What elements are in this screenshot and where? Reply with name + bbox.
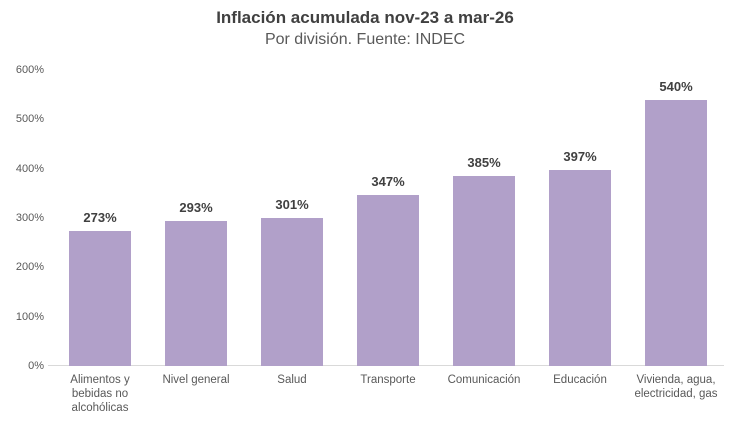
bar [69, 231, 131, 366]
y-axis-tick-label: 300% [15, 212, 44, 224]
bar-slot: 397% Educación [532, 70, 628, 386]
y-axis-tick-label: 600% [15, 64, 44, 76]
bar-slot: 540% Vivienda, agua, electricidad, gas [628, 70, 724, 400]
x-axis-label: Nivel general [162, 374, 230, 386]
y-axis-tick-label: 400% [15, 162, 44, 175]
bar-slot: 273% Alimentos y bebidas no alcohólicas [52, 70, 148, 414]
bar [261, 217, 323, 366]
bar-value-label: 540% [659, 78, 693, 94]
x-axis-label: Transporte [360, 374, 416, 386]
bar-slot: 293% Nivel general [148, 70, 244, 386]
x-axis-label: Comunicación [447, 374, 521, 386]
bar-value-label: 301% [275, 196, 309, 212]
y-axis-tick-label: 100% [15, 310, 44, 323]
y-axis-tick-label: 200% [15, 261, 44, 274]
plot-area: 0% 100% 200% 300% 400% 500% 600% 273% Alimentos … [16, 64, 724, 414]
x-axis-label: Educación [553, 374, 607, 386]
bar-value-label: 273% [83, 210, 117, 226]
chart-subtitle: Por división. Fuente: INDEC [264, 31, 466, 48]
bar-value-label: 397% [563, 149, 597, 165]
y-axis-tick-label: 0% [28, 360, 44, 372]
bar-value-label: 347% [371, 173, 405, 189]
bar [165, 221, 227, 366]
bar [453, 176, 515, 366]
bar [549, 170, 611, 366]
x-axis-label: Salud [277, 374, 307, 386]
bar [357, 194, 419, 366]
bar-slot: 301% Salud [244, 70, 340, 386]
bar-slot: 385% Comunicación [436, 70, 532, 386]
x-axis-label: Alimentos y bebidas no alcohólicas [70, 374, 130, 414]
bar-value-label: 385% [467, 155, 501, 171]
bar-value-label: 293% [179, 200, 213, 216]
x-axis-label: Vivienda, agua, electricidad, gas [634, 374, 718, 400]
bar-slot: 347% Transporte [340, 70, 436, 386]
bar [645, 99, 707, 366]
y-axis-tick-label: 500% [15, 113, 44, 126]
chart-title: Inflación acumulada nov-23 a mar-26 [216, 8, 514, 27]
